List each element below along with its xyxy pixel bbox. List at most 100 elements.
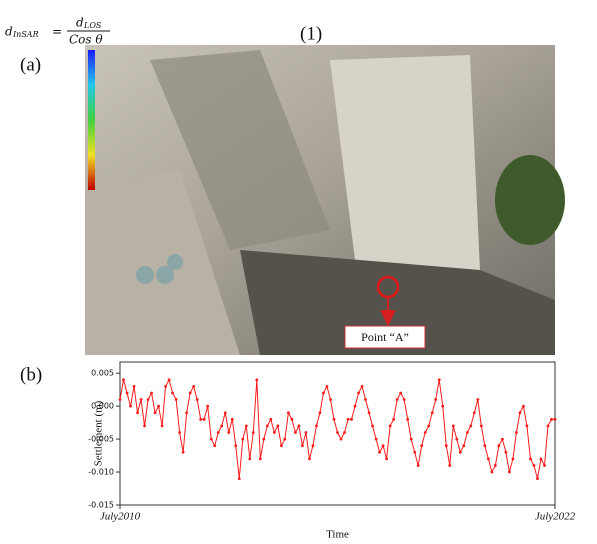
point bbox=[290, 417, 294, 421]
point bbox=[171, 391, 175, 395]
point bbox=[304, 431, 308, 434]
point bbox=[381, 444, 385, 448]
point bbox=[244, 424, 248, 428]
point bbox=[129, 404, 132, 408]
point bbox=[479, 424, 483, 428]
point bbox=[448, 464, 452, 467]
point bbox=[518, 411, 522, 415]
point bbox=[504, 450, 508, 454]
point bbox=[343, 431, 346, 434]
point bbox=[374, 437, 378, 441]
point bbox=[486, 457, 490, 461]
panel-label: (b) bbox=[20, 364, 42, 385]
point bbox=[550, 417, 553, 421]
y-tick-label: -0.015 bbox=[88, 501, 114, 510]
point bbox=[332, 417, 336, 421]
point bbox=[150, 391, 153, 395]
eq-sign: = bbox=[52, 25, 62, 39]
point bbox=[536, 477, 539, 481]
eq-numerator: d bbox=[76, 16, 84, 30]
point bbox=[462, 444, 466, 448]
point bbox=[353, 404, 357, 408]
point bbox=[497, 444, 501, 448]
plot-area bbox=[119, 361, 556, 506]
point bbox=[286, 411, 290, 415]
point bbox=[511, 457, 515, 461]
point bbox=[195, 398, 199, 401]
point bbox=[402, 398, 406, 401]
point bbox=[392, 417, 396, 421]
point bbox=[209, 437, 213, 441]
point bbox=[272, 431, 276, 434]
point bbox=[213, 444, 217, 448]
point bbox=[423, 431, 427, 434]
y-tick-label: 0.000 bbox=[91, 402, 114, 411]
point bbox=[493, 464, 497, 467]
x-tick-label: July2022 bbox=[535, 511, 576, 523]
point bbox=[378, 450, 381, 454]
point bbox=[237, 477, 241, 481]
point bbox=[192, 384, 196, 388]
y-tick-label: 0.005 bbox=[91, 369, 114, 378]
point bbox=[220, 424, 224, 428]
photo bbox=[85, 45, 565, 355]
y-tick-label: -0.005 bbox=[88, 435, 114, 444]
point bbox=[385, 457, 389, 461]
point bbox=[543, 464, 546, 467]
point bbox=[406, 417, 410, 421]
point bbox=[472, 411, 476, 415]
point bbox=[241, 437, 245, 441]
point bbox=[515, 431, 518, 434]
point bbox=[469, 424, 473, 428]
point bbox=[346, 417, 350, 421]
point bbox=[157, 404, 160, 408]
series-line bbox=[119, 378, 555, 479]
x-tick-label: July2010 bbox=[100, 511, 141, 523]
point bbox=[399, 391, 403, 395]
point bbox=[139, 398, 143, 401]
point bbox=[476, 398, 480, 401]
point bbox=[216, 431, 220, 434]
point bbox=[122, 378, 125, 382]
point bbox=[409, 437, 413, 441]
point bbox=[322, 391, 325, 395]
eq-lhs: d bbox=[5, 25, 13, 39]
point bbox=[297, 424, 301, 428]
point bbox=[360, 384, 364, 388]
panel-label: (a) bbox=[20, 54, 41, 75]
annotation: Point “A” bbox=[361, 330, 409, 344]
point bbox=[185, 411, 189, 415]
point bbox=[444, 444, 448, 448]
point bbox=[490, 470, 494, 474]
point bbox=[269, 417, 273, 421]
point bbox=[262, 437, 266, 441]
point bbox=[283, 437, 287, 441]
point bbox=[357, 391, 360, 395]
point bbox=[458, 450, 462, 454]
point bbox=[174, 398, 178, 401]
point bbox=[136, 411, 139, 415]
point bbox=[276, 424, 280, 428]
point bbox=[167, 378, 171, 382]
point bbox=[539, 457, 543, 461]
point bbox=[553, 417, 557, 421]
point bbox=[227, 431, 231, 434]
point bbox=[483, 444, 487, 448]
point bbox=[430, 411, 434, 415]
colorbar bbox=[88, 50, 95, 190]
eq-denominator: Cos θ bbox=[69, 33, 103, 47]
point bbox=[248, 457, 252, 461]
point bbox=[178, 431, 182, 434]
point bbox=[500, 437, 504, 441]
point bbox=[234, 444, 238, 448]
point bbox=[441, 404, 445, 408]
point bbox=[311, 444, 315, 448]
point bbox=[230, 417, 234, 421]
point bbox=[223, 411, 227, 415]
point bbox=[455, 437, 459, 441]
point bbox=[294, 431, 297, 434]
eq-lhs-sub: InSAR bbox=[12, 30, 39, 39]
point bbox=[258, 457, 262, 461]
point bbox=[451, 424, 455, 428]
